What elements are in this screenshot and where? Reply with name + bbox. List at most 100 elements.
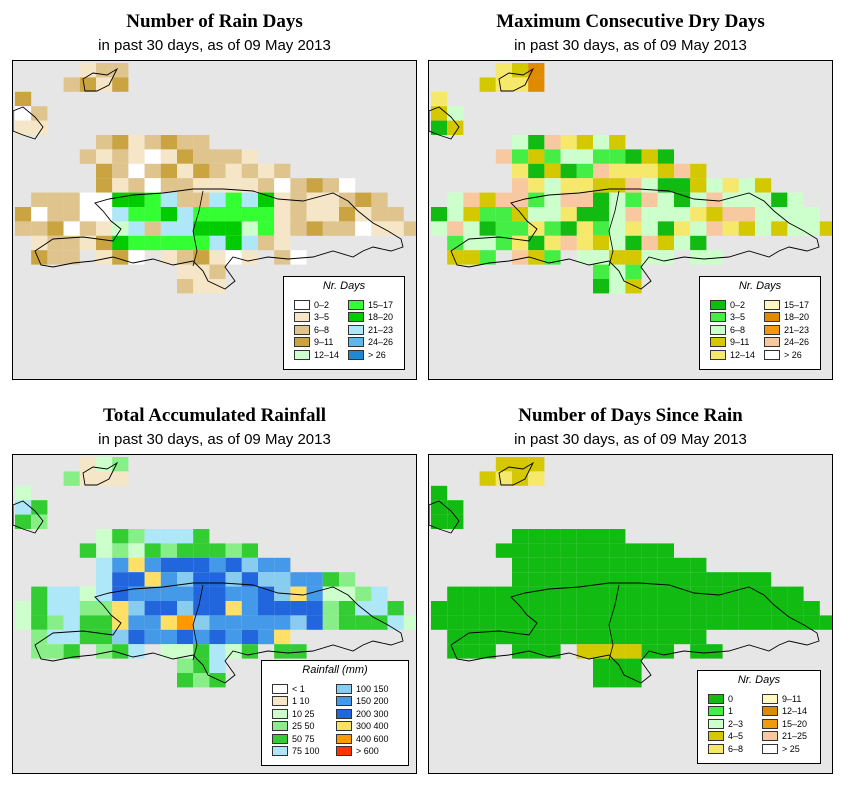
grid-cell — [258, 163, 275, 179]
grid-cell — [641, 192, 658, 207]
grid-cell — [31, 514, 48, 529]
grid-cell — [576, 543, 593, 558]
legend-label: 15–17 — [368, 299, 394, 310]
grid-cell — [79, 149, 96, 164]
grid-cell — [193, 543, 210, 558]
grid-cell — [463, 601, 480, 616]
grid-cell — [79, 586, 96, 601]
grid-cell — [657, 149, 674, 164]
grid-cell — [128, 615, 145, 630]
grid-cell — [593, 135, 610, 150]
legend-label: 1 — [728, 706, 734, 716]
legend-label: 1 10 — [292, 696, 310, 706]
grid-cell — [576, 601, 593, 616]
grid-cell — [593, 673, 610, 688]
grid-cell — [544, 615, 561, 630]
grid-cell — [274, 235, 291, 251]
grid-cell — [593, 629, 610, 645]
grid-cell — [241, 149, 258, 164]
grid-cell — [339, 572, 356, 587]
grid-cell — [593, 207, 610, 222]
legend: Nr. Days 0–2 3–5 6–8 9–11 12–14 15–17 18–20 21–… — [699, 276, 821, 370]
grid-cell — [160, 629, 177, 645]
legend-swatch — [710, 324, 726, 335]
grid-cell — [609, 279, 626, 294]
grid-cell — [447, 221, 464, 236]
legend-label: 0–2 — [730, 299, 746, 310]
grid-cell — [193, 629, 210, 645]
grid-cell — [560, 207, 577, 222]
legend-swatch — [708, 718, 724, 729]
grid-cell — [528, 572, 545, 587]
grid-cell — [722, 192, 739, 207]
grid-cell — [193, 264, 210, 279]
grid-cell — [112, 629, 129, 645]
grid-cell — [160, 572, 177, 587]
grid-cell — [544, 629, 561, 645]
legend-item: 150 200 — [336, 696, 389, 707]
grid-cell — [495, 149, 512, 164]
grid-cell — [544, 529, 561, 544]
grid-cell — [674, 615, 691, 630]
grid-cell — [657, 557, 674, 573]
grid-cell — [512, 178, 529, 193]
grid-cell — [177, 557, 194, 573]
grid-cell — [225, 235, 242, 251]
legend-label: 15–20 — [782, 718, 808, 729]
grid-cell — [160, 235, 177, 251]
grid-cell — [112, 557, 129, 573]
panel-title: Maximum Consecutive Dry Days — [496, 11, 765, 32]
grid-cell — [371, 207, 388, 222]
grid-cell — [258, 178, 275, 193]
grid-cell — [96, 644, 113, 659]
grid-cell — [787, 615, 804, 630]
legend-label: 10 25 — [292, 708, 315, 719]
legend-title: Nr. Days — [738, 280, 782, 292]
grid-cell — [371, 601, 388, 616]
grid-cell — [576, 221, 593, 236]
grid-cell — [528, 543, 545, 558]
grid-cell — [544, 149, 561, 164]
grid-cell — [128, 207, 145, 222]
grid-cell — [447, 615, 464, 630]
grid-cell — [79, 629, 96, 645]
legend-label: 21–23 — [368, 324, 394, 335]
grid-cell — [387, 615, 404, 630]
map-frame: Nr. Days 0 1 2–3 4–5 6–8 9–11 12–14 15–20 21–25 >… — [428, 454, 833, 774]
grid-cell — [544, 163, 561, 179]
legend-item: 0–2 — [294, 299, 329, 310]
grid-cell — [625, 601, 642, 616]
legend-swatch — [348, 312, 364, 322]
grid-cell — [355, 615, 372, 630]
legend-swatch — [336, 708, 352, 719]
grid-cell — [193, 615, 210, 630]
legend-swatch — [762, 743, 778, 754]
grid-cell — [31, 586, 48, 601]
grid-cell — [528, 644, 545, 659]
grid-cell — [160, 615, 177, 630]
grid-cell — [160, 163, 177, 179]
legend-swatch — [710, 349, 726, 360]
legend-swatch — [762, 731, 778, 741]
grid-cell — [290, 192, 307, 207]
grid-cell — [609, 543, 626, 558]
grid-cell — [495, 629, 512, 645]
grid-cell — [819, 615, 832, 630]
grid-cell — [479, 471, 496, 486]
grid-cell — [355, 192, 372, 207]
grid-cell — [128, 149, 145, 164]
legend-item: 12–14 — [710, 349, 755, 360]
grid-cell — [447, 644, 464, 659]
grid-cell — [447, 629, 464, 645]
legend-item: < 1 — [272, 683, 305, 694]
grid-cell — [609, 572, 626, 587]
grid-cell — [96, 250, 113, 265]
grid-cell — [241, 586, 258, 601]
grid-cell — [690, 221, 707, 236]
grid-cell — [528, 629, 545, 645]
grid-cell — [641, 629, 658, 645]
grid-cell — [177, 163, 194, 179]
grid-cell — [755, 586, 772, 601]
grid-cell — [479, 221, 496, 236]
grid-cell — [193, 673, 210, 688]
